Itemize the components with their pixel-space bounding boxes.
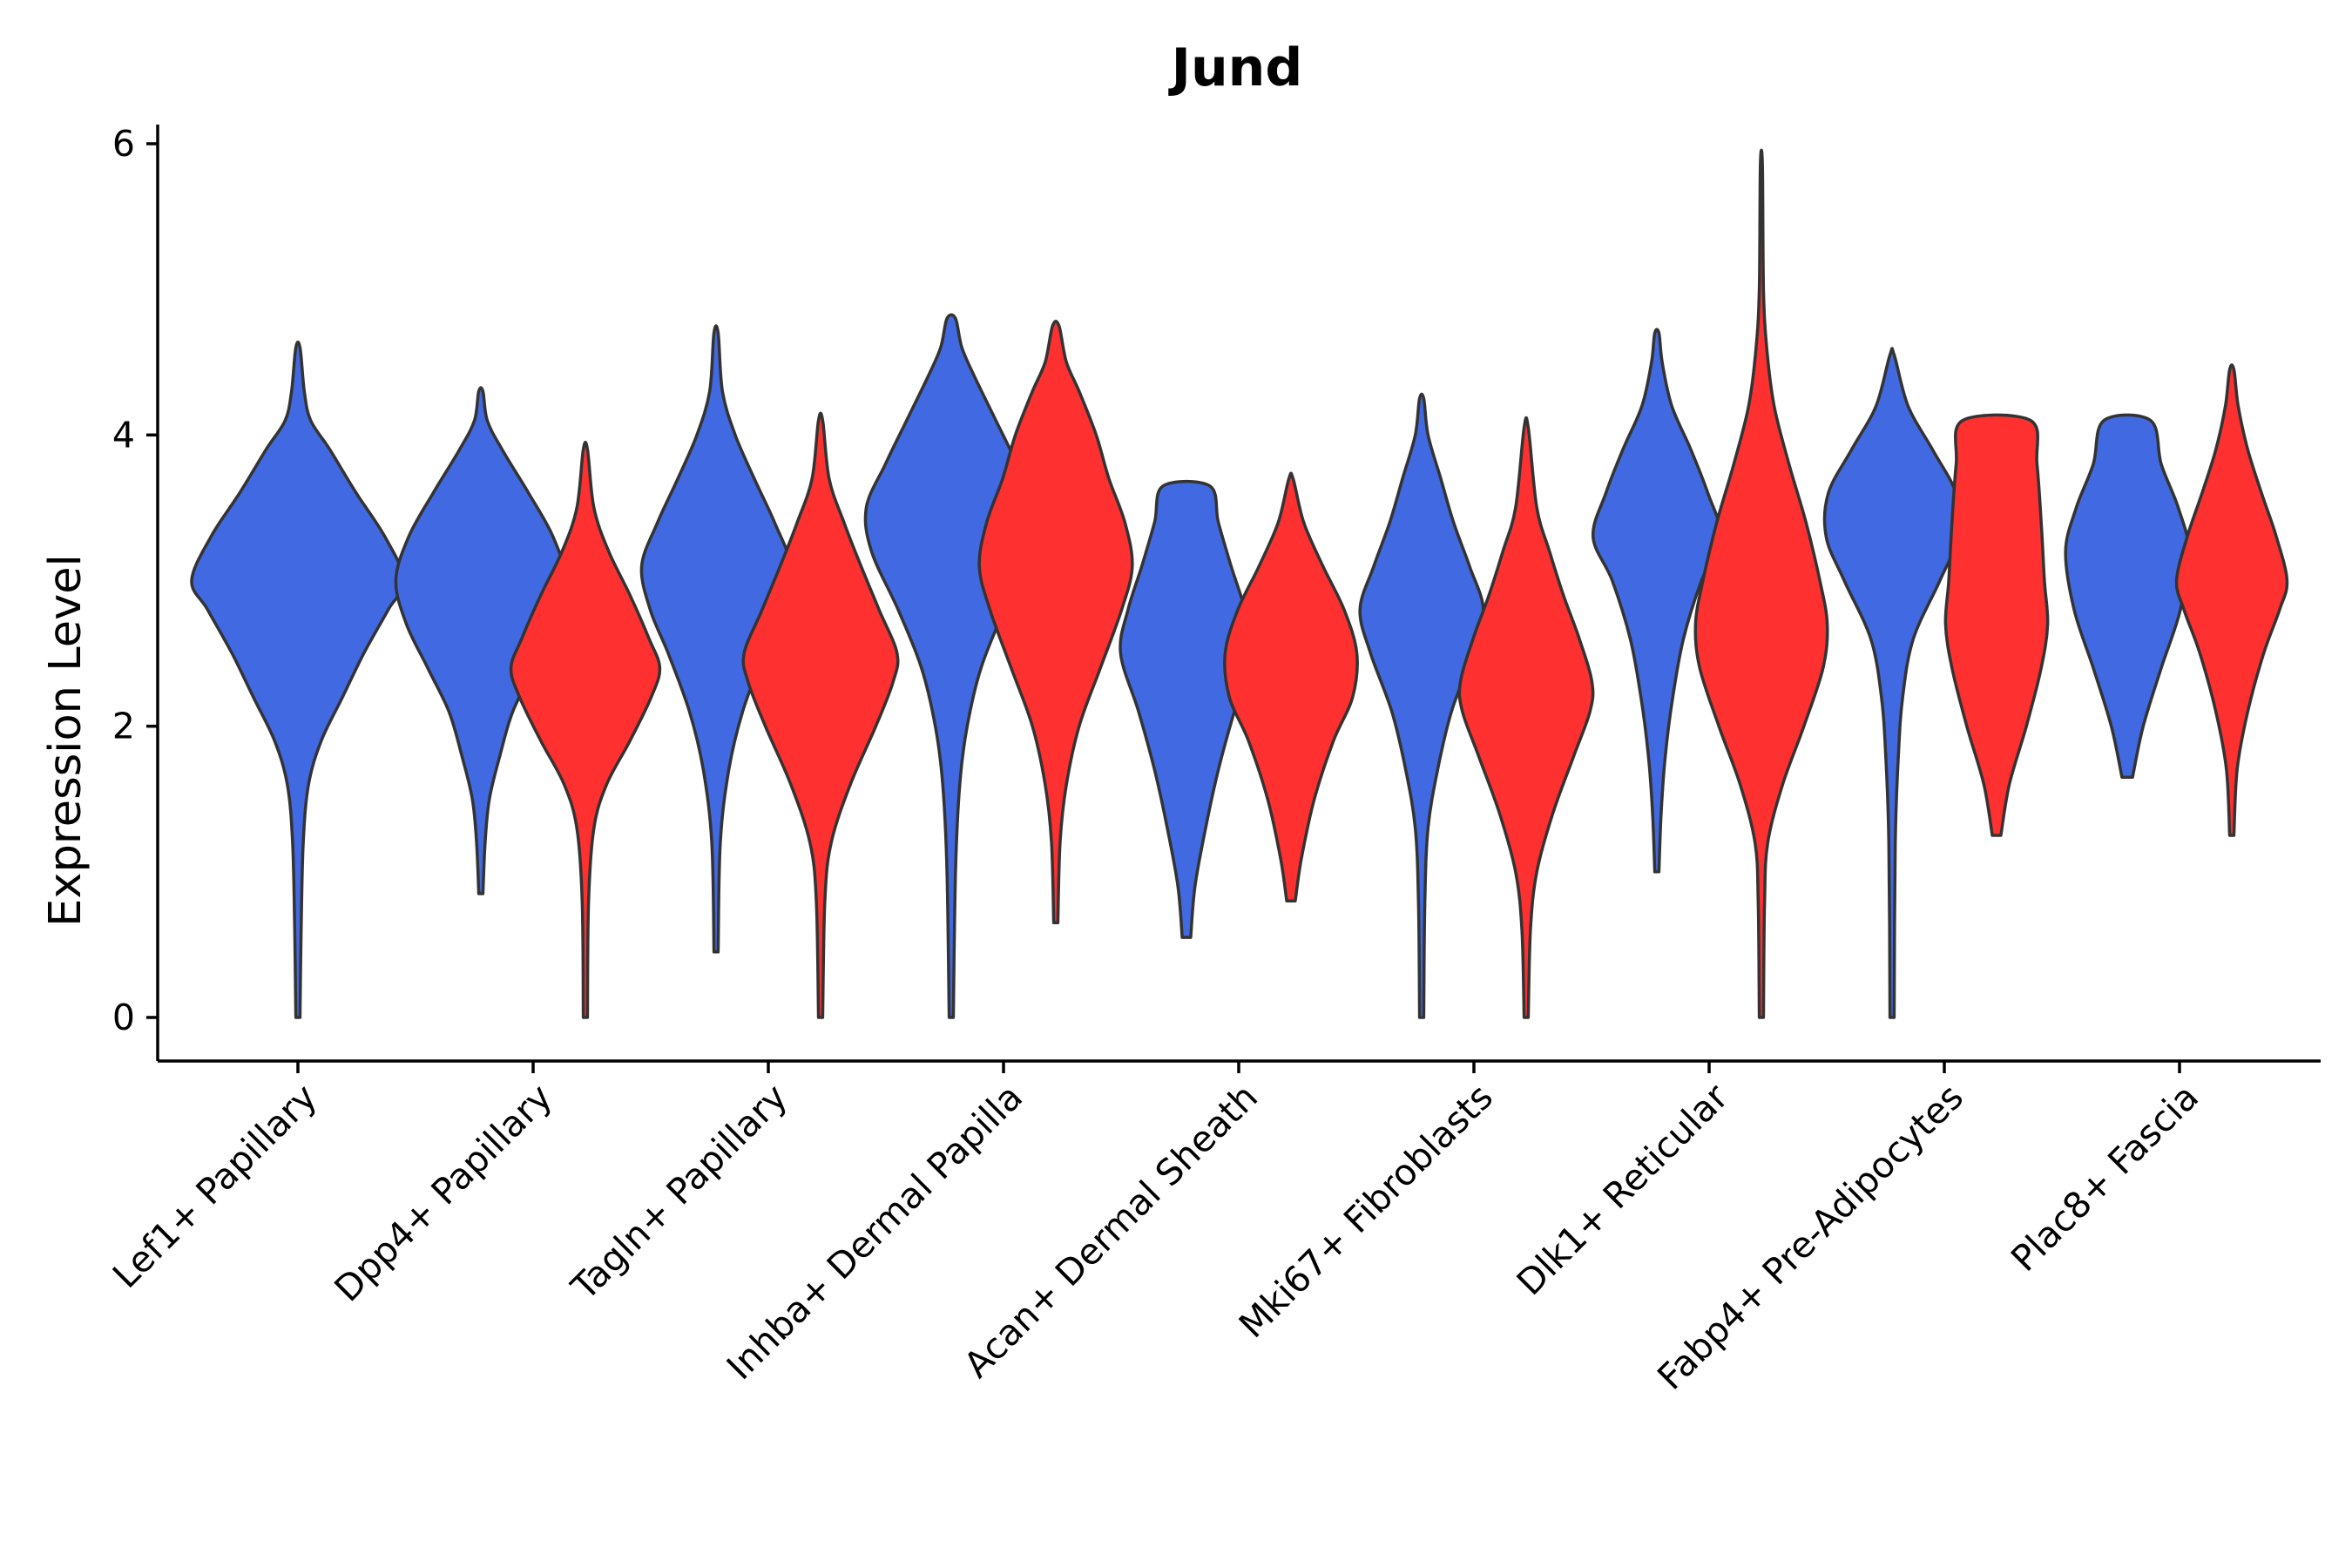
violin-1-group1 xyxy=(190,341,406,1019)
x-tick-label: Dpp4+ Papillary xyxy=(327,1076,560,1309)
violin-9-group1 xyxy=(2064,413,2191,779)
violin-6-group2 xyxy=(1457,416,1595,1019)
x-tick-label: Plac8+ Fascia xyxy=(2003,1076,2207,1280)
violin-4-group1 xyxy=(863,313,1039,1019)
violin-2-group1 xyxy=(394,386,568,896)
violin-6-group1 xyxy=(1358,392,1485,1019)
violin-5-group1 xyxy=(1119,479,1254,939)
violin-7-group2 xyxy=(1693,148,1829,1019)
violin-8-group1 xyxy=(1822,347,1962,1019)
violin-2-group2 xyxy=(509,440,662,1019)
violin-5-group2 xyxy=(1223,471,1359,903)
x-ticks-layer: Lef1+ Papillary Dpp4+ Papillary Tagln+ Pap… xyxy=(105,1061,2207,1398)
x-tick-label: Mki67+ Fibroblasts xyxy=(1231,1076,1501,1346)
violins-layer xyxy=(190,148,2289,1019)
y-tick-label: 6 xyxy=(112,123,135,165)
violin-7-group1 xyxy=(1592,328,1722,874)
y-axis-label: Expression Level xyxy=(40,554,91,927)
y-tick-label: 2 xyxy=(112,706,135,747)
y-tick-label: 4 xyxy=(112,414,135,456)
y-tick-label: 0 xyxy=(112,997,135,1038)
violin-4-group2 xyxy=(977,320,1134,925)
x-tick-label: Tagln+ Papillary xyxy=(563,1076,795,1308)
violin-9-group2 xyxy=(2174,363,2289,837)
y-ticks-layer: 0 2 4 6 xyxy=(112,123,158,1038)
x-tick-label: Lef1+ Papillary xyxy=(105,1076,325,1296)
chart-title: Jund xyxy=(1168,37,1303,98)
x-tick-label: Dlk1+ Reticular xyxy=(1509,1076,1736,1303)
violin-3-group2 xyxy=(741,411,900,1019)
violin-8-group2 xyxy=(1943,413,2050,837)
